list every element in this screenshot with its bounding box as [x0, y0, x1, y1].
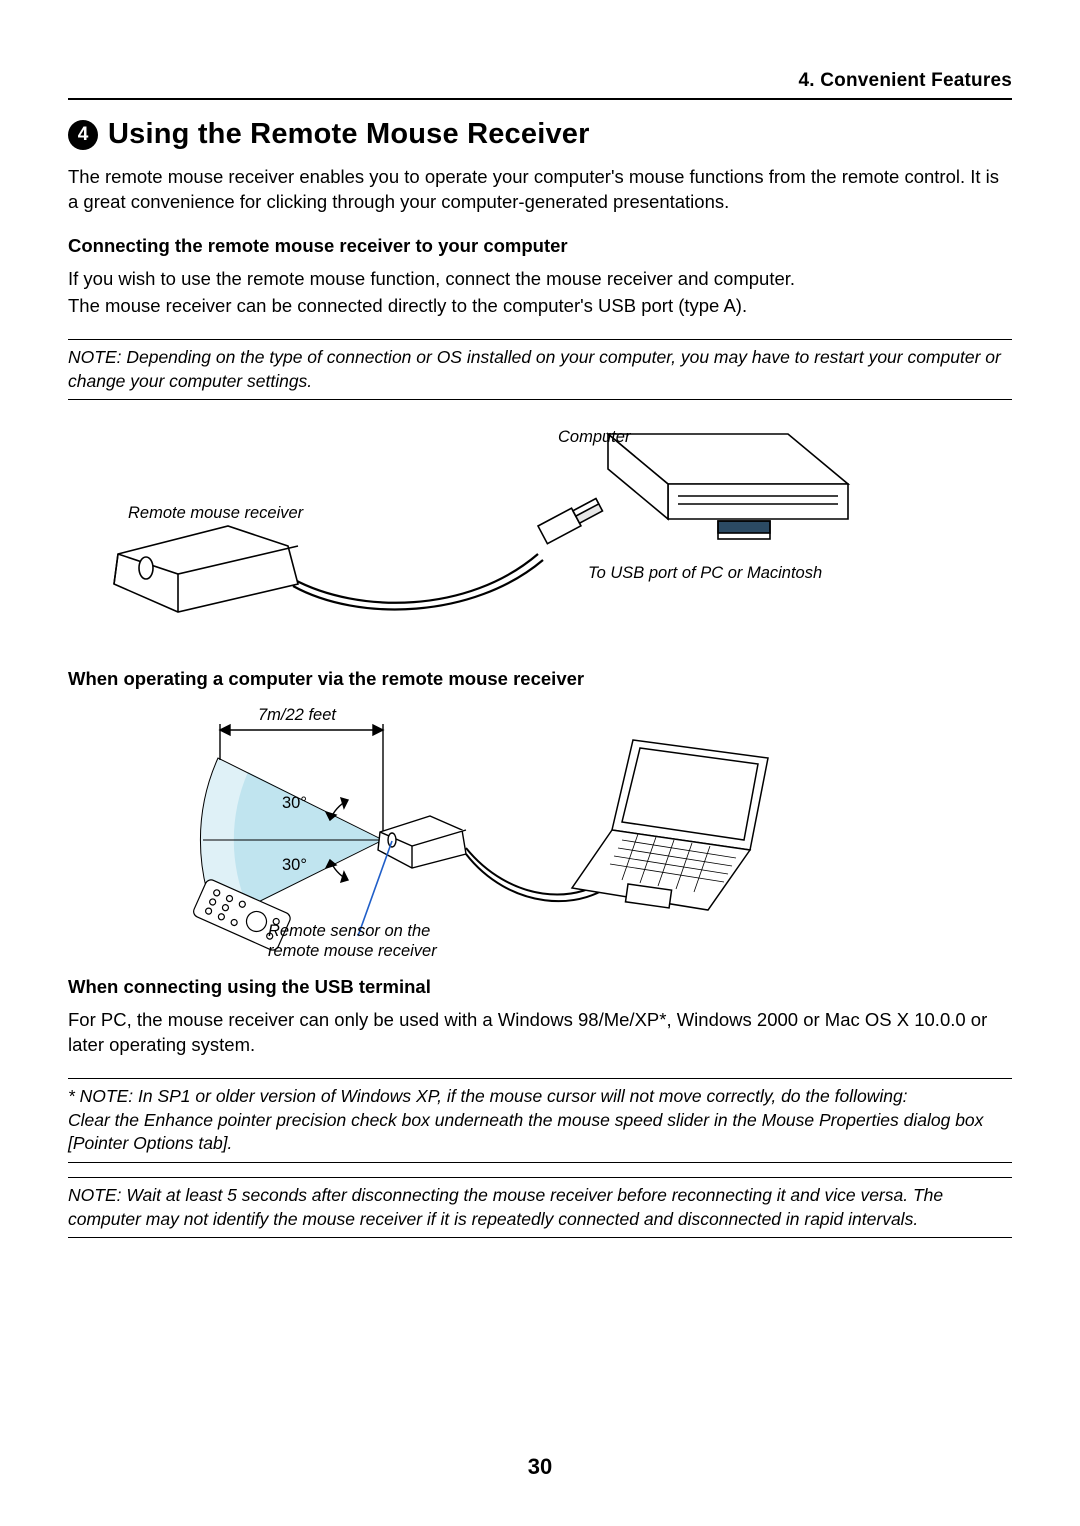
diagram2-label-sensor2: remote mouse receiver — [268, 942, 437, 961]
diagram2-label-angle-bot: 30° — [282, 856, 307, 875]
chapter-header: 4. Convenient Features — [68, 70, 1012, 100]
section3-p1: For PC, the mouse receiver can only be u… — [68, 1008, 1012, 1058]
section-title: Using the Remote Mouse Receiver — [108, 118, 590, 151]
diagram2-label-sensor1: Remote sensor on the — [268, 922, 430, 941]
diagram2-svg — [148, 700, 788, 960]
intro-paragraph: The remote mouse receiver enables you to… — [68, 165, 1012, 215]
section3-heading: When connecting using the USB terminal — [68, 976, 1012, 998]
section3-note2: NOTE: Wait at least 5 seconds after disc… — [68, 1177, 1012, 1238]
diagram2-label-range: 7m/22 feet — [258, 706, 336, 725]
section1-note: NOTE: Depending on the type of connectio… — [68, 339, 1012, 400]
section1-heading: Connecting the remote mouse receiver to … — [68, 235, 1012, 257]
chapter-label: 4. Convenient Features — [799, 70, 1012, 91]
diagram-connection: Remote mouse receiver Computer To USB po… — [68, 414, 1012, 644]
section-title-row: 4 Using the Remote Mouse Receiver — [68, 118, 1012, 151]
page-number: 30 — [0, 1454, 1080, 1480]
section1-p2: The mouse receiver can be connected dire… — [68, 294, 1012, 319]
page-container: 4. Convenient Features 4 Using the Remot… — [0, 0, 1080, 1526]
section2-heading: When operating a computer via the remote… — [68, 668, 1012, 690]
title-bullet-icon: 4 — [68, 120, 98, 150]
diagram1-svg — [68, 414, 908, 644]
diagram-range: 7m/22 feet 30° 30° Remote sensor on the … — [148, 700, 788, 960]
diagram1-label-computer: Computer — [558, 428, 630, 447]
section3-note1: * NOTE: In SP1 or older version of Windo… — [68, 1078, 1012, 1163]
diagram1-label-usb: To USB port of PC or Macintosh — [588, 564, 822, 583]
diagram1-label-receiver: Remote mouse receiver — [128, 504, 303, 523]
diagram2-label-angle-top: 30° — [282, 794, 307, 813]
section1-p1: If you wish to use the remote mouse func… — [68, 267, 1012, 292]
